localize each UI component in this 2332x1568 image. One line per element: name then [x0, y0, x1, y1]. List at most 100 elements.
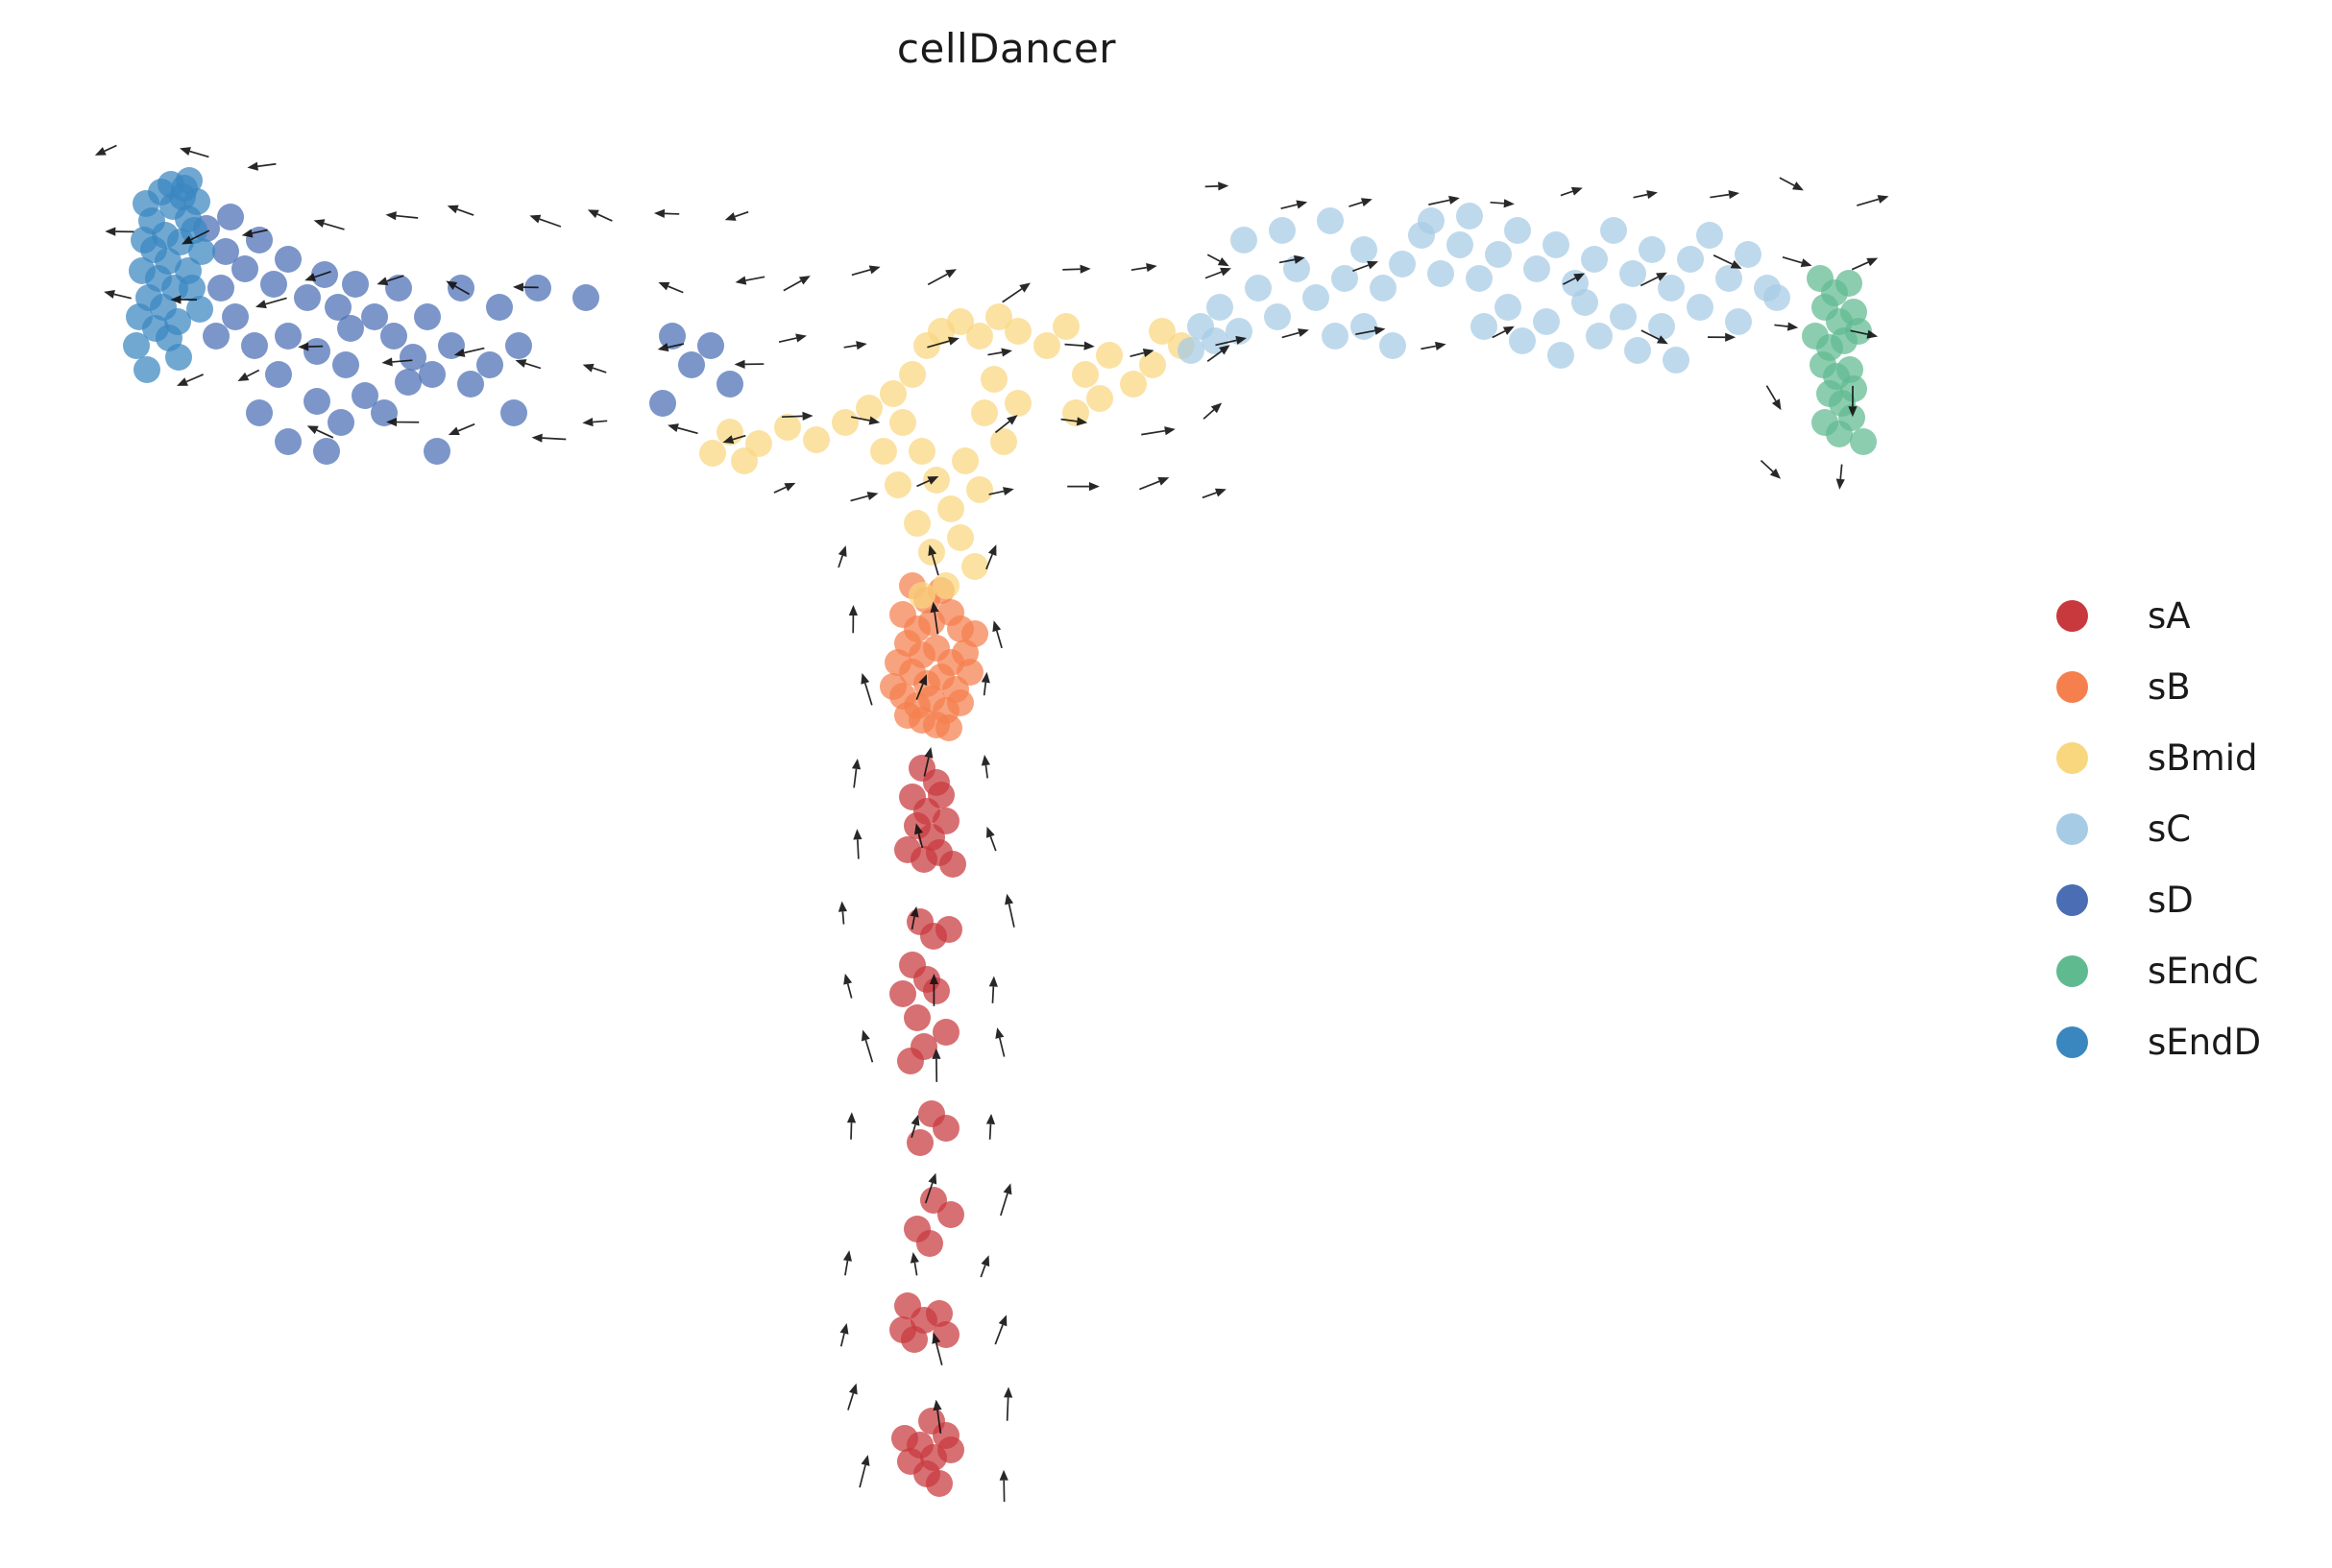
velocity-arrow: [446, 280, 471, 296]
velocity-arrow: [1560, 186, 1583, 197]
point-sEndC: [1838, 404, 1865, 431]
legend-label-sEndD: sEndD: [2148, 1021, 2262, 1063]
velocity-arrow: [668, 423, 698, 435]
point-sBmid: [885, 471, 911, 498]
velocity-arrow: [1851, 257, 1879, 271]
point-sD: [476, 351, 503, 378]
velocity-arrow: [781, 411, 814, 421]
velocity-arrow: [838, 545, 847, 568]
point-sA: [897, 1048, 924, 1074]
point-sBmid: [904, 510, 931, 537]
velocity-arrow: [180, 147, 209, 158]
velocity-arrow: [734, 359, 765, 369]
velocity-arrow: [910, 1251, 919, 1276]
velocity-arrow: [985, 1113, 996, 1140]
point-sC: [1586, 323, 1613, 350]
point-sD: [275, 428, 302, 455]
point-sC: [1696, 222, 1723, 249]
point-sBmid: [899, 361, 926, 388]
velocity-arrow: [237, 369, 260, 381]
legend-label-sD: sD: [2148, 879, 2194, 921]
point-sA: [891, 1425, 918, 1452]
legend-swatch-sEndD: [2056, 1025, 2088, 1058]
point-sEndD: [179, 275, 206, 302]
point-sD: [659, 323, 686, 350]
point-sC: [1663, 347, 1689, 374]
velocity-arrow: [843, 973, 853, 999]
point-sEndD: [186, 296, 213, 323]
point-sC: [1624, 337, 1651, 364]
point-sD: [457, 371, 484, 398]
legend-label-sC: sC: [2148, 808, 2192, 850]
point-sD: [678, 351, 705, 378]
point-sBmid: [985, 303, 1012, 330]
velocity-arrow: [1280, 200, 1308, 210]
point-sC: [1571, 289, 1598, 316]
point-sC: [1331, 265, 1358, 292]
point-sD: [265, 361, 292, 388]
velocity-arrow: [657, 343, 685, 352]
point-sC: [1533, 308, 1560, 335]
point-sB: [961, 620, 988, 647]
point-sC: [1456, 203, 1483, 229]
point-sC: [1581, 246, 1608, 273]
velocity-arrow: [981, 671, 990, 696]
point-sD: [500, 399, 527, 426]
point-sC: [1389, 251, 1416, 277]
velocity-arrow: [1215, 335, 1248, 347]
velocity-arrow: [386, 417, 420, 427]
point-sBmid: [909, 582, 935, 609]
velocity-arrow: [980, 1255, 990, 1278]
velocity-arrow: [861, 1029, 874, 1063]
point-sD: [212, 238, 239, 265]
point-sC: [1639, 236, 1665, 263]
velocity-arrow: [995, 1027, 1006, 1057]
velocity-arrow: [985, 544, 997, 570]
velocity-arrow: [1850, 329, 1879, 339]
point-sD: [361, 303, 388, 330]
velocity-arrow: [735, 276, 765, 285]
point-sD: [414, 303, 441, 330]
velocity-arrow: [1835, 464, 1845, 490]
point-sC: [1485, 241, 1512, 268]
point-sC: [1600, 217, 1627, 244]
velocity-arrow: [999, 1469, 1008, 1503]
point-sA: [933, 1115, 960, 1142]
velocity-arrow: [994, 415, 1018, 434]
velocity-arrow: [923, 747, 934, 777]
point-sA: [907, 1129, 934, 1156]
point-sA: [937, 1436, 964, 1463]
velocity-arrow: [916, 476, 939, 488]
point-sC: [1725, 308, 1752, 335]
point-sC: [1350, 313, 1377, 340]
point-sBmid: [966, 476, 993, 503]
point-sD: [241, 332, 268, 359]
velocity-arrow: [1857, 195, 1889, 206]
point-sBmid: [1120, 371, 1147, 398]
point-sD: [342, 271, 369, 298]
velocity-arrow: [861, 672, 873, 706]
velocity-arrow: [1139, 477, 1170, 491]
point-sEndC: [1835, 270, 1862, 297]
point-sEndD: [165, 344, 192, 371]
velocity-arrow: [1492, 326, 1515, 339]
velocity-arrow: [927, 336, 960, 349]
point-sA: [933, 1019, 960, 1046]
velocity-arrow: [447, 205, 474, 216]
velocity-arrow: [529, 214, 562, 228]
legend-swatch-sD: [2056, 883, 2088, 916]
point-sBmid: [1096, 342, 1123, 369]
point-sBmid: [870, 438, 897, 465]
velocity-arrow: [839, 1323, 849, 1347]
legend-swatch-sEndC: [2056, 954, 2088, 987]
point-sD: [304, 388, 330, 415]
velocity-arrow: [1005, 893, 1015, 928]
point-sD: [505, 332, 532, 359]
point-sC: [1350, 236, 1377, 263]
velocity-arrow: [1352, 260, 1379, 273]
legend-label-sBmid: sBmid: [2148, 736, 2258, 779]
point-sD: [419, 361, 446, 388]
velocity-arrow: [1202, 402, 1223, 420]
velocity-arrow: [1640, 329, 1668, 345]
